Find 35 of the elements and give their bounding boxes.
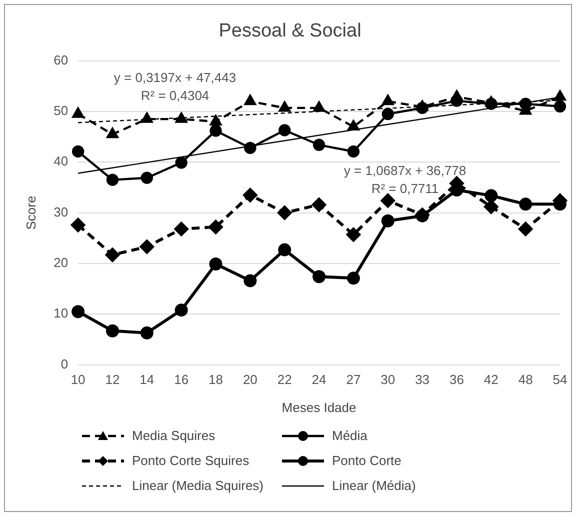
y-tick-label: 50 bbox=[54, 103, 68, 118]
x-tick-label: 48 bbox=[518, 372, 533, 388]
y-tick-label: 30 bbox=[54, 204, 68, 220]
x-tick-label: 22 bbox=[277, 372, 292, 388]
x-tick-label: 20 bbox=[242, 372, 258, 388]
y-tick-label: 20 bbox=[54, 255, 68, 270]
y-tick-label: 0 bbox=[60, 356, 68, 372]
x-tick-label: 12 bbox=[105, 372, 120, 388]
x-tick-label: 36 bbox=[449, 372, 464, 388]
annotation: y = 1,0687x + 36,778 bbox=[344, 163, 466, 178]
legend-label: Linear (Media Squires) bbox=[132, 478, 264, 493]
legend-label: Média bbox=[332, 428, 368, 443]
legend-label: Linear (Média) bbox=[332, 478, 416, 493]
x-tick-label: 14 bbox=[140, 372, 154, 388]
y-axis-title: Score bbox=[23, 196, 38, 230]
legend-label: Ponto Corte bbox=[332, 453, 402, 468]
y-tick-label: 60 bbox=[54, 52, 68, 68]
x-tick-label: 30 bbox=[380, 372, 396, 388]
x-axis-title: Meses Idade bbox=[282, 400, 356, 415]
x-tick-label: 33 bbox=[415, 372, 430, 388]
annotation: R² = 0,7711 bbox=[371, 181, 439, 196]
y-tick-label: 10 bbox=[54, 306, 68, 321]
legend-label: Ponto Corte Squires bbox=[132, 453, 250, 468]
x-tick-label: 10 bbox=[70, 372, 86, 388]
annotation: R² = 0,4304 bbox=[140, 88, 210, 103]
chart-title: Pessoal & Social bbox=[218, 20, 362, 42]
legend-label: Media Squires bbox=[132, 428, 216, 443]
x-tick-label: 54 bbox=[552, 372, 568, 388]
annotation: y = 0,3197x + 47,443 bbox=[114, 70, 236, 85]
x-tick-label: 18 bbox=[208, 372, 223, 388]
x-tick-label: 16 bbox=[174, 372, 189, 388]
x-tick-label: 27 bbox=[346, 372, 361, 388]
x-tick-label: 24 bbox=[312, 372, 326, 388]
x-tick-label: 42 bbox=[484, 372, 498, 388]
y-tick-label: 40 bbox=[54, 154, 68, 169]
